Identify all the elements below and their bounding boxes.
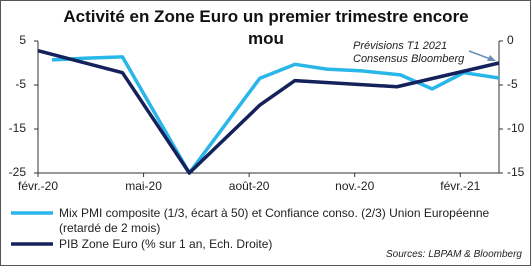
legend-entry: Mix PMI composite (1/3, écart à 50) et C… [59,206,490,235]
annotation-arrowhead [487,55,496,61]
y-tick-label: 5 [19,33,26,47]
source: Sources: LBPAM & Bloomberg [386,249,522,260]
legend-entry: PIB Zone Euro (% sur 1 an, Ech. Droite) [59,237,273,251]
annotation: Consensus Bloomberg [353,53,465,65]
y2-tick-label: 0 [507,33,514,47]
x-tick-label: févr.-20 [18,179,58,193]
series-line [37,48,500,175]
y2-tick-label: -5 [507,77,518,91]
y2-tick-label: -15 [507,165,525,179]
y2-tick-label: -10 [507,121,525,135]
chart-title: Activité en Zone Euro un premier trimest… [63,7,469,48]
y-tick-label: -25 [9,165,27,179]
x-tick-label: févr.-21 [440,179,480,193]
x-tick-label: nov.-20 [335,179,374,193]
y-tick-label: -5 [15,77,26,91]
y-tick-label: -15 [9,121,27,135]
x-tick-label: août-20 [229,179,270,193]
series-line [51,55,500,175]
x-tick-label: mai-20 [125,179,162,193]
annotation: Prévisions T1 2021 [353,40,447,52]
